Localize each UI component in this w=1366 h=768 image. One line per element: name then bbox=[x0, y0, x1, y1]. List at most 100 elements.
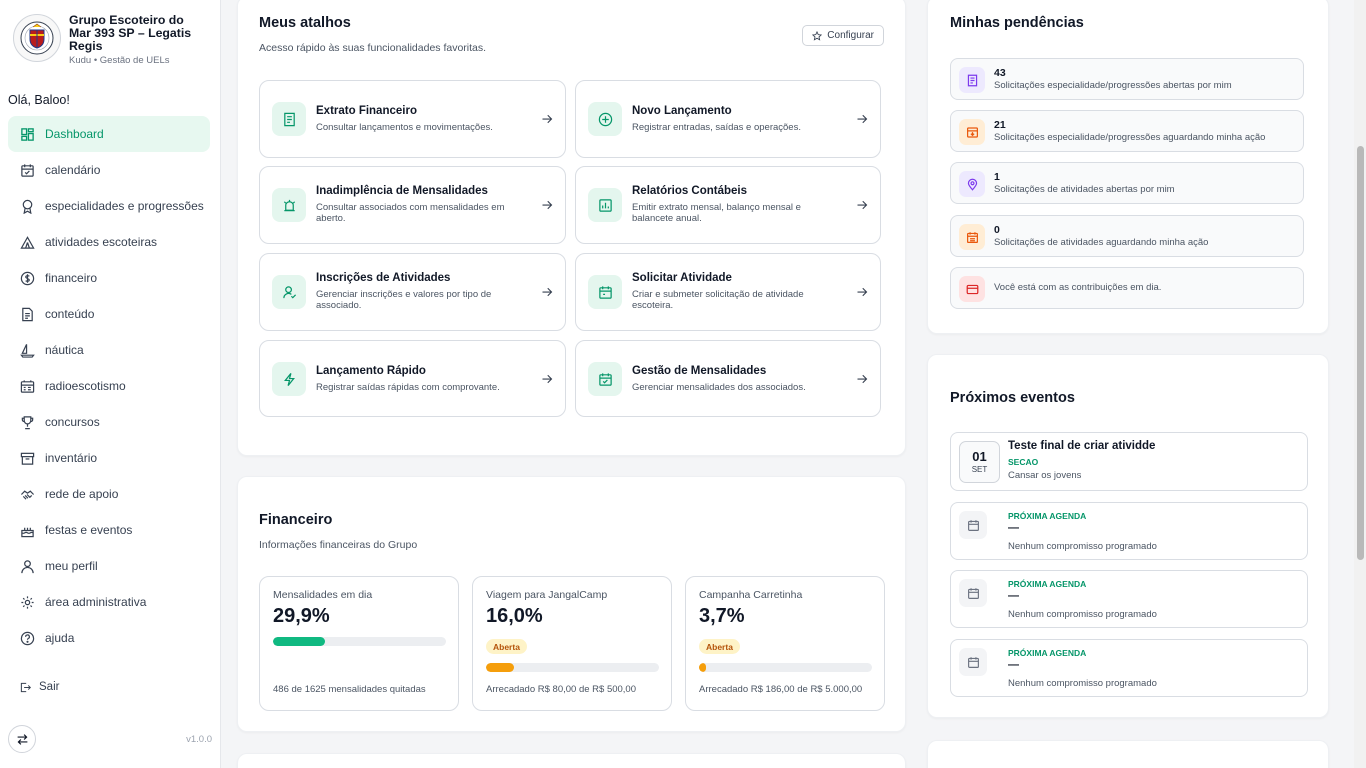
shortcut-desc: Registrar entradas, saídas e operações. bbox=[632, 122, 801, 133]
shortcut-lancamento-rapido[interactable]: Lançamento Rápido Registrar saídas rápid… bbox=[259, 340, 566, 417]
pending-item[interactable]: Você está com as contribuições em dia. bbox=[950, 267, 1304, 309]
sidebar-item-meu-perfil[interactable]: meu perfil bbox=[8, 548, 210, 584]
agenda-desc: Nenhum compromisso programado bbox=[1008, 678, 1157, 689]
pending-count: 21 bbox=[994, 119, 1006, 131]
arrow-right-icon bbox=[542, 114, 553, 124]
logout-button[interactable]: Sair bbox=[20, 681, 59, 693]
gear-icon bbox=[21, 595, 34, 609]
sidebar-item-conteudo[interactable]: conteúdo bbox=[8, 296, 210, 332]
fin-footer: Arrecadado R$ 80,00 de R$ 500,00 bbox=[486, 684, 636, 695]
sidebar-item-radioescotismo[interactable]: radioescotismo bbox=[8, 368, 210, 404]
sidebar-item-nautica[interactable]: náutica bbox=[8, 332, 210, 368]
brand[interactable]: Grupo Escoteiro do Mar 393 SP – Legatis … bbox=[13, 14, 209, 66]
bolt-icon bbox=[272, 362, 306, 396]
sidebar-item-ajuda[interactable]: ajuda bbox=[8, 620, 210, 656]
sidebar-item-label: concursos bbox=[45, 415, 100, 429]
brand-subtitle: Kudu • Gestão de UELs bbox=[69, 55, 170, 66]
swap-arrows-icon bbox=[17, 733, 27, 745]
brand-name: Grupo Escoteiro do Mar 393 SP – Legatis … bbox=[69, 13, 192, 53]
agenda-dash: — bbox=[1008, 590, 1019, 602]
fin-card-carretinha[interactable]: Campanha Carretinha 3,7% Aberta Arrecada… bbox=[685, 576, 885, 711]
arrow-right-icon bbox=[857, 200, 868, 210]
plus-circle-icon bbox=[588, 102, 622, 136]
dashboard-icon bbox=[21, 127, 34, 141]
agenda-tag: PRÓXIMA AGENDA bbox=[1008, 579, 1087, 589]
shortcut-inscricoes-atividades[interactable]: Inscrições de Atividades Gerenciar inscr… bbox=[259, 253, 566, 331]
radio-icon bbox=[20, 379, 35, 393]
pending-item[interactable]: 1 Solicitações de atividades abertas por… bbox=[950, 162, 1304, 204]
financeiro-title: Financeiro bbox=[259, 512, 333, 528]
pending-text: Solicitações especialidade/progressões a… bbox=[994, 80, 1232, 91]
agenda-item[interactable]: PRÓXIMA AGENDA — Nenhum compromisso prog… bbox=[950, 570, 1308, 628]
event-desc: Cansar os jovens bbox=[1008, 470, 1082, 481]
user-icon bbox=[21, 559, 34, 573]
sailboat-icon bbox=[20, 343, 35, 358]
shortcut-desc: Emitir extrato mensal, balanço mensal e … bbox=[632, 202, 801, 224]
sidebar-item-dashboard[interactable]: Dashboard bbox=[8, 116, 210, 152]
agenda-item[interactable]: PRÓXIMA AGENDA — Nenhum compromisso prog… bbox=[950, 639, 1308, 697]
progress-bar bbox=[273, 637, 446, 646]
sidebar: Grupo Escoteiro do Mar 393 SP – Legatis … bbox=[0, 0, 221, 768]
fin-footer: 486 de 1625 mensalidades quitadas bbox=[273, 684, 426, 695]
page-scrollbar[interactable] bbox=[1354, 0, 1366, 768]
user-check-icon bbox=[272, 275, 306, 309]
sidebar-item-label: conteúdo bbox=[45, 307, 95, 321]
sidebar-item-financeiro[interactable]: financeiro bbox=[8, 260, 210, 296]
progress-fill bbox=[486, 663, 514, 672]
scrollbar-thumb[interactable] bbox=[1357, 146, 1364, 560]
sidebar-item-especialidades[interactable]: especialidades e progressões bbox=[8, 188, 210, 224]
sidebar-item-calendario[interactable]: calendário bbox=[8, 152, 210, 188]
calendar-icon bbox=[959, 511, 987, 539]
shortcut-relatorios-contabeis[interactable]: Relatórios Contábeis Emitir extrato mens… bbox=[575, 166, 881, 244]
shortcut-title: Gestão de Mensalidades bbox=[632, 365, 767, 377]
list-icon bbox=[959, 67, 985, 93]
event-month: SET bbox=[971, 465, 988, 474]
help-icon bbox=[20, 631, 35, 645]
shortcuts-subtitle: Acesso rápido às suas funcionalidades fa… bbox=[259, 42, 487, 54]
next-card bbox=[237, 753, 906, 768]
sidebar-item-label: financeiro bbox=[45, 271, 98, 285]
fin-footer: Arrecadado R$ 186,00 de R$ 5.000,00 bbox=[699, 684, 863, 695]
chart-icon bbox=[588, 188, 622, 222]
pending-item[interactable]: 21 Solicitações especialidade/progressõe… bbox=[950, 110, 1304, 152]
agenda-dash: — bbox=[1008, 659, 1019, 671]
collapse-sidebar-button[interactable] bbox=[8, 725, 36, 753]
sidebar-item-label: rede de apoio bbox=[45, 487, 119, 501]
group-logo bbox=[13, 14, 61, 62]
fin-card-mensalidades[interactable]: Mensalidades em dia 29,9% 486 de 1625 me… bbox=[259, 576, 459, 711]
sidebar-item-area-administrativa[interactable]: área administrativa bbox=[8, 584, 210, 620]
shortcut-title: Extrato Financeiro bbox=[316, 105, 417, 117]
configure-button[interactable]: Configurar bbox=[802, 25, 884, 46]
sidebar-item-rede-de-apoio[interactable]: rede de apoio bbox=[8, 476, 210, 512]
pending-item[interactable]: 43 Solicitações especialidade/progressõe… bbox=[950, 58, 1304, 100]
shortcut-solicitar-atividade[interactable]: Solicitar Atividade Criar e submeter sol… bbox=[575, 253, 881, 331]
sidebar-item-concursos[interactable]: concursos bbox=[8, 404, 210, 440]
progress-fill bbox=[699, 663, 706, 672]
financeiro-subtitle: Informações financeiras do Grupo bbox=[259, 539, 418, 551]
status-badge: Aberta bbox=[486, 639, 527, 654]
sidebar-item-atividades[interactable]: atividades escoteiras bbox=[8, 224, 210, 260]
pending-text: Solicitações de atividades aguardando mi… bbox=[994, 237, 1209, 248]
event-date: 01 SET bbox=[959, 441, 1000, 483]
agenda-item[interactable]: PRÓXIMA AGENDA — Nenhum compromisso prog… bbox=[950, 502, 1308, 560]
sidebar-item-inventario[interactable]: inventário bbox=[8, 440, 210, 476]
calendar-icon bbox=[959, 648, 987, 676]
shortcut-extrato-financeiro[interactable]: Extrato Financeiro Consultar lançamentos… bbox=[259, 80, 566, 158]
fin-percentage: 29,9% bbox=[273, 605, 330, 627]
fin-card-jangalcamp[interactable]: Viagem para JangalCamp 16,0% Aberta Arre… bbox=[472, 576, 672, 711]
sidebar-item-festas-e-eventos[interactable]: festas e eventos bbox=[8, 512, 210, 548]
shortcut-desc: Consultar associados com mensalidades em… bbox=[316, 202, 505, 224]
event-item[interactable]: 01 SET Teste final de criar atividde SEC… bbox=[950, 432, 1308, 491]
sidebar-item-label: Dashboard bbox=[45, 127, 104, 141]
eventos-card: Próximos eventos 01 SET Teste final de c… bbox=[927, 354, 1329, 718]
shortcut-gestao-mensalidades[interactable]: Gestão de Mensalidades Gerenciar mensali… bbox=[575, 340, 881, 417]
event-tag: SECAO bbox=[1008, 457, 1039, 467]
star-icon bbox=[812, 30, 823, 41]
pending-item[interactable]: 0 Solicitações de atividades aguardando … bbox=[950, 215, 1304, 257]
handshake-icon bbox=[20, 489, 35, 500]
shortcut-inadimplencia[interactable]: Inadimplência de Mensalidades Consultar … bbox=[259, 166, 566, 244]
progress-bar bbox=[699, 663, 872, 672]
shortcut-title: Inadimplência de Mensalidades bbox=[316, 185, 488, 197]
shortcut-novo-lancamento[interactable]: Novo Lançamento Registrar entradas, saíd… bbox=[575, 80, 881, 158]
calendar-icon bbox=[959, 579, 987, 607]
